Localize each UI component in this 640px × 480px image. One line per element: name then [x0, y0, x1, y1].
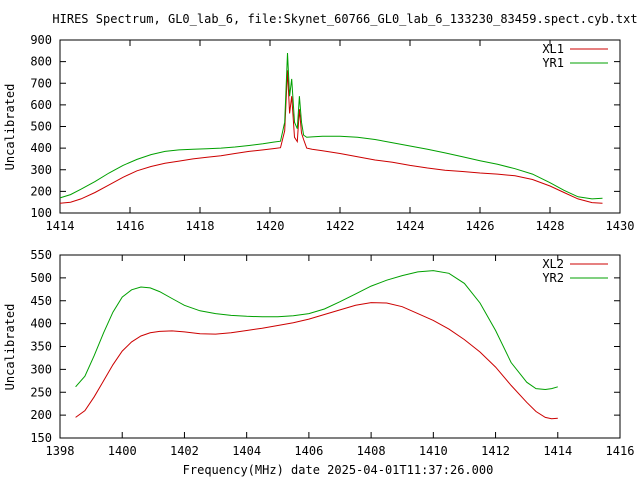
y-tick-label: 500 — [30, 120, 52, 134]
x-tick-label: 1416 — [116, 219, 145, 233]
x-axis-label: Frequency(MHz) date 2025-04-01T11:37:26.… — [183, 463, 494, 477]
figure-title: HIRES Spectrum, GL0_lab_6, file:Skynet_6… — [52, 12, 637, 26]
y-tick-label: 900 — [30, 33, 52, 47]
x-tick-label: 1398 — [46, 444, 75, 458]
y-tick-label: 350 — [30, 340, 52, 354]
legend-label-xl2: XL2 — [542, 257, 564, 271]
legend-label-yr2: YR2 — [542, 271, 564, 285]
x-tick-label: 1414 — [46, 219, 75, 233]
y-tick-label: 500 — [30, 271, 52, 285]
x-tick-label: 1414 — [543, 444, 572, 458]
x-tick-label: 1424 — [396, 219, 425, 233]
series-line-xl1 — [59, 70, 603, 204]
y-tick-label: 700 — [30, 76, 52, 90]
series-line-yr1 — [59, 52, 603, 200]
legend-label-yr1: YR1 — [542, 56, 564, 70]
y-tick-label: 600 — [30, 98, 52, 112]
x-tick-label: 1428 — [536, 219, 565, 233]
y-axis-label: Uncalibrated — [3, 304, 17, 391]
x-tick-label: 1408 — [357, 444, 386, 458]
y-tick-label: 100 — [30, 206, 52, 220]
x-tick-label: 1412 — [481, 444, 510, 458]
y-tick-label: 450 — [30, 294, 52, 308]
chart-panels: 1414 1416 1418 1420 1422 1424 1426 1428 1430 100 2… — [3, 33, 634, 458]
x-tick-label: 1422 — [326, 219, 355, 233]
y-tick-label: 400 — [30, 317, 52, 331]
x-tick-label: 1400 — [108, 444, 137, 458]
legend-label-xl1: XL1 — [542, 42, 564, 56]
y-tick-label: 300 — [30, 362, 52, 376]
y-tick-label: 200 — [30, 184, 52, 198]
x-tick-label: 1402 — [170, 444, 199, 458]
x-tick-label: 1430 — [606, 219, 635, 233]
y-tick-label: 800 — [30, 55, 52, 69]
x-tick-label: 1418 — [186, 219, 215, 233]
y-tick-label: 300 — [30, 163, 52, 177]
y-axis-label: Uncalibrated — [3, 84, 17, 171]
x-tick-label: 1416 — [606, 444, 635, 458]
y-tick-label: 200 — [30, 408, 52, 422]
y-tick-label: 400 — [30, 141, 52, 155]
x-tick-label: 1410 — [419, 444, 448, 458]
y-tick-label: 550 — [30, 248, 52, 262]
x-tick-label: 1406 — [294, 444, 323, 458]
chart-panel-1: 1414 1416 1418 1420 1422 1424 1426 1428 1430 100 2… — [3, 33, 634, 233]
y-tick-label: 150 — [30, 431, 52, 445]
chart-panel-2: 1398 1400 1402 1404 1406 1408 1410 1412 1414 1416… — [3, 248, 634, 458]
series-line-yr2 — [75, 270, 558, 391]
x-tick-label: 1426 — [466, 219, 495, 233]
series-line-xl2 — [75, 302, 558, 420]
x-tick-label: 1404 — [232, 444, 261, 458]
x-tick-label: 1420 — [256, 219, 285, 233]
y-tick-label: 250 — [30, 385, 52, 399]
